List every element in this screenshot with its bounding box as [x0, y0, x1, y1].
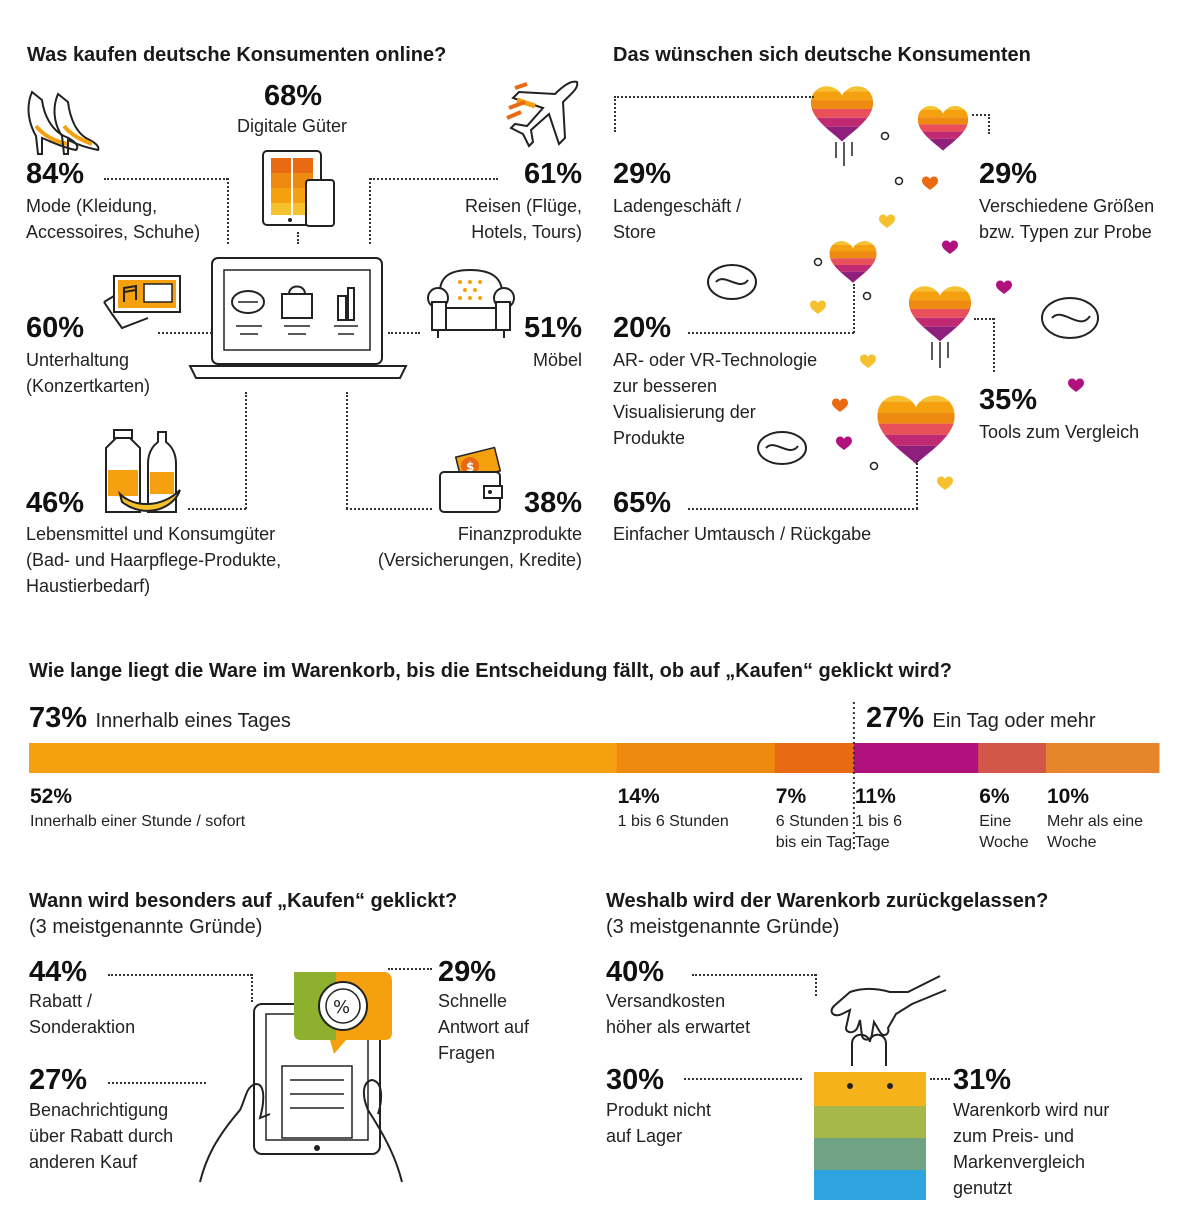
cart-bar-segment-1	[616, 743, 776, 773]
abandon-subtitle: (3 meistgenannte Gründe)	[606, 916, 840, 938]
label-finanz: Finanzprodukte (Versicherungen, Kredite)	[377, 524, 582, 570]
pct-umtausch: 65%	[613, 487, 672, 519]
pct-lager: 30%	[606, 1064, 665, 1096]
pct-mode: 84%	[26, 158, 85, 190]
pct-versand: 40%	[606, 956, 665, 988]
label-laden: Ladengeschäft / Store	[613, 196, 742, 242]
cart-bar-segment-0	[29, 743, 618, 773]
cart-stacked-bar	[29, 702, 1160, 852]
pct-digital: 68%	[264, 80, 323, 112]
tablet-phone-icon	[262, 150, 335, 227]
pct-arvr: 20%	[613, 312, 672, 344]
cart-right-label: Ein Tag oder mehr	[932, 710, 1096, 732]
label-benachrichtigung: Benachrichtigung über Rabatt durch ander…	[29, 1100, 174, 1172]
label-reisen: Reisen (Flüge, Hotels, Tours)	[464, 196, 582, 242]
cart-left-header: 73% Innerhalb eines Tages	[29, 702, 291, 735]
hearts-decoration	[707, 70, 1099, 490]
label-unterhaltung: Unterhaltung (Konzertkarten)	[26, 350, 151, 396]
cart-segment-pct-1: 14%	[617, 785, 660, 808]
label-moebel: Möbel	[532, 350, 582, 370]
label-tools: Tools zum Vergleich	[979, 422, 1140, 442]
label-umtausch: Einfacher Umtausch / Rückgabe	[613, 524, 872, 544]
abandon-title: Weshalb wird der Warenkorb zurückgelasse…	[606, 890, 1049, 912]
wallet-icon: $	[439, 446, 503, 513]
cart-bar-segment-4	[978, 743, 1047, 773]
label-groessen: Verschiedene Größen bzw. Typen zur Probe	[979, 196, 1155, 242]
pct-benachrichtigung: 27%	[29, 1064, 88, 1096]
label-digital: Digitale Güter	[237, 116, 348, 136]
cart-bar-segment-2	[774, 743, 855, 773]
armchair-icon	[427, 268, 515, 338]
cart-segment-label-3: 1 bis 6 Tage	[854, 813, 903, 851]
ticket-icon	[103, 275, 181, 330]
label-vergleich: Warenkorb wird nur zum Preis- und Marken…	[953, 1100, 1110, 1198]
cart-segment-pct-4: 6%	[979, 785, 1010, 808]
pct-unterhaltung: 60%	[26, 312, 85, 344]
cart-left-pct: 73%	[29, 702, 88, 734]
online-title: Was kaufen deutsche Konsumenten online?	[27, 44, 447, 66]
buy-subtitle: (3 meistgenannte Gründe)	[29, 916, 263, 938]
groceries-icon	[105, 429, 181, 513]
pct-moebel: 51%	[523, 312, 582, 344]
label-rabatt: Rabatt / Sonderaktion	[29, 991, 136, 1037]
shopping-bag-hand-icon	[814, 975, 947, 1200]
label-versand: Versandkosten höher als erwartet	[606, 991, 751, 1037]
label-lebensmittel: Lebensmittel und Konsumgüter (Bad- und H…	[26, 524, 282, 596]
cart-segment-label-1: 1 bis 6 Stunden	[617, 813, 729, 830]
cart-segment-pct-0: 52%	[30, 785, 73, 808]
cart-left-label: Innerhalb eines Tages	[95, 710, 291, 732]
svg-text:%: %	[333, 997, 350, 1018]
pct-lebensmittel: 46%	[26, 487, 85, 519]
svg-text:$: $	[466, 460, 474, 474]
cart-bar-segment-5	[1046, 743, 1160, 773]
wishes-title: Das wünschen sich deutsche Konsumenten	[613, 44, 1031, 66]
tablet-hands-icon: %	[199, 972, 403, 1183]
high-heels-icon	[27, 90, 100, 155]
cart-segment-label-5: Mehr als eine Woche	[1047, 813, 1144, 851]
cart-segment-label-4: Eine Woche	[979, 813, 1029, 851]
label-lager: Produkt nicht auf Lager	[606, 1100, 712, 1146]
cart-right-header: 27% Ein Tag oder mehr	[866, 702, 1096, 735]
buy-title: Wann wird besonders auf „Kaufen“ geklick…	[29, 890, 458, 912]
cart-segment-pct-2: 7%	[775, 785, 807, 808]
pct-groessen: 29%	[979, 158, 1038, 190]
cart-title: Wie lange liegt die Ware im Warenkorb, b…	[29, 660, 952, 682]
pct-finanz: 38%	[523, 487, 582, 519]
pct-rabatt: 44%	[29, 956, 88, 988]
label-mode: Mode (Kleidung, Accessoires, Schuhe)	[26, 196, 201, 242]
pct-tools: 35%	[979, 384, 1038, 416]
cart-bar-segment-3	[853, 743, 979, 773]
cart-segment-label-2: 6 Stunden bis ein Tag	[775, 813, 852, 851]
pct-reisen: 61%	[523, 158, 582, 190]
label-arvr: AR- oder VR-Technologie zur besseren Vis…	[613, 350, 818, 448]
cart-segment-label-0: Innerhalb einer Stunde / sofort	[30, 813, 246, 830]
pct-laden: 29%	[613, 158, 672, 190]
label-antwort: Schnelle Antwort auf Fragen	[438, 991, 530, 1063]
cart-segment-pct-3: 11%	[854, 785, 896, 808]
cart-segment-pct-5: 10%	[1047, 785, 1090, 808]
cart-right-pct: 27%	[866, 702, 925, 734]
laptop-icon	[188, 257, 408, 379]
pct-vergleich: 31%	[953, 1064, 1012, 1096]
airplane-icon	[506, 80, 579, 148]
pct-antwort: 29%	[438, 956, 497, 988]
